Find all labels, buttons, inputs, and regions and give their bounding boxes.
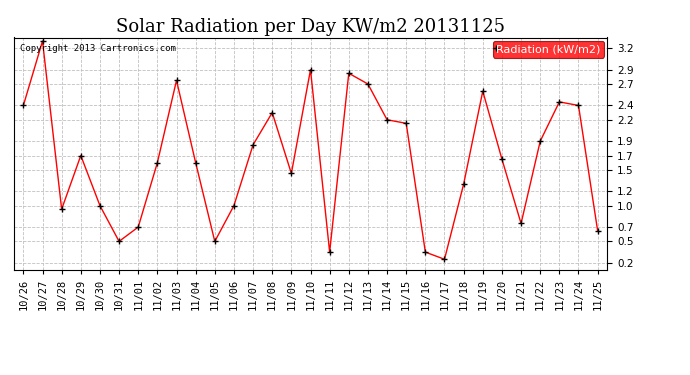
Radiation (kW/m2) [383, 117, 391, 122]
Legend: Radiation (kW/m2): Radiation (kW/m2) [493, 41, 604, 57]
Radiation (kW/m2) [306, 68, 315, 72]
Radiation (kW/m2) [287, 171, 295, 176]
Radiation (kW/m2) [536, 139, 544, 144]
Radiation (kW/m2) [344, 71, 353, 75]
Radiation (kW/m2) [57, 207, 66, 212]
Radiation (kW/m2) [192, 160, 200, 165]
Radiation (kW/m2) [421, 250, 429, 254]
Radiation (kW/m2) [134, 225, 142, 230]
Radiation (kW/m2) [326, 250, 334, 254]
Radiation (kW/m2) [115, 239, 124, 244]
Radiation (kW/m2) [497, 157, 506, 161]
Radiation (kW/m2) [249, 142, 257, 147]
Radiation (kW/m2) [19, 103, 28, 108]
Radiation (kW/m2) [153, 160, 161, 165]
Radiation (kW/m2) [555, 100, 564, 104]
Radiation (kW/m2) [574, 103, 582, 108]
Radiation (kW/m2) [77, 153, 85, 158]
Radiation (kW/m2) [517, 221, 525, 226]
Radiation (kW/m2) [440, 257, 449, 261]
Radiation (kW/m2) [210, 239, 219, 244]
Radiation (kW/m2) [460, 182, 468, 186]
Radiation (kW/m2) [230, 203, 238, 208]
Radiation (kW/m2) [479, 89, 487, 93]
Radiation (kW/m2) [593, 228, 602, 233]
Radiation (kW/m2) [172, 78, 181, 82]
Radiation (kW/m2) [402, 121, 411, 126]
Radiation (kW/m2) [96, 203, 104, 208]
Title: Solar Radiation per Day KW/m2 20131125: Solar Radiation per Day KW/m2 20131125 [116, 18, 505, 36]
Text: Copyright 2013 Cartronics.com: Copyright 2013 Cartronics.com [20, 45, 176, 54]
Line: Radiation (kW/m2): Radiation (kW/m2) [20, 38, 601, 263]
Radiation (kW/m2) [39, 39, 47, 44]
Radiation (kW/m2) [268, 110, 277, 115]
Radiation (kW/m2) [364, 82, 372, 86]
